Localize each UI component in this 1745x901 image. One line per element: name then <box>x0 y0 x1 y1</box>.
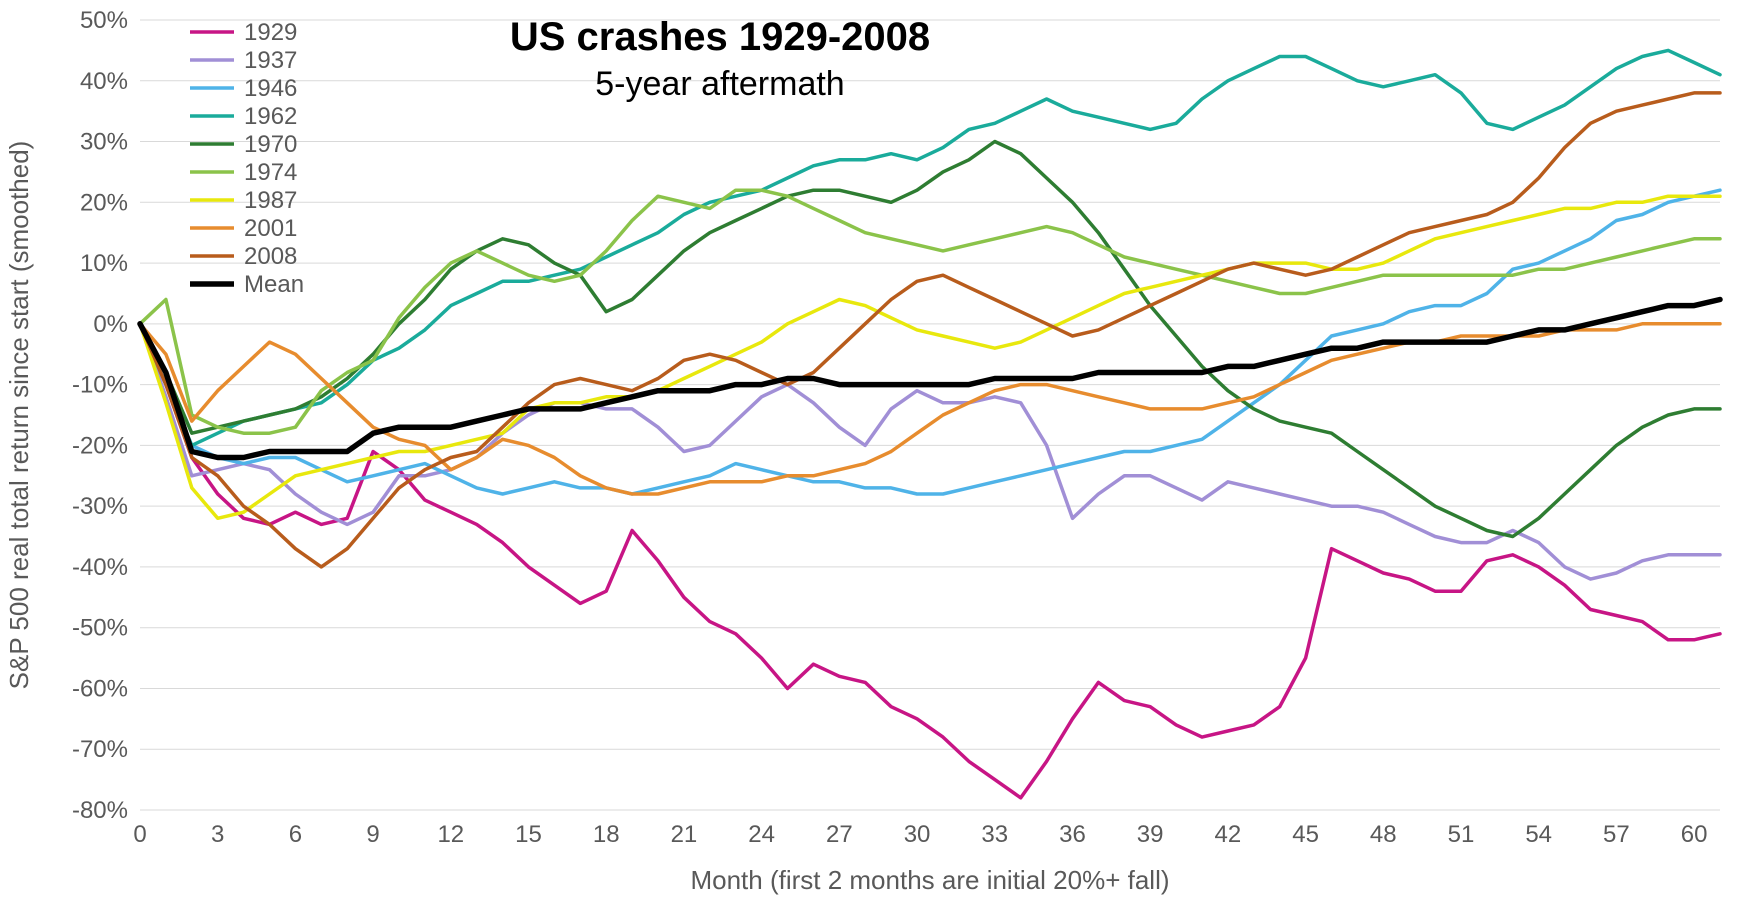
x-tick-label: 9 <box>366 821 379 848</box>
chart-title: US crashes 1929-2008 <box>510 15 930 59</box>
y-axis-title: S&P 500 real total return since start (s… <box>4 141 34 690</box>
chart-subtitle: 5-year aftermath <box>595 65 844 103</box>
legend-label-2001: 2001 <box>244 215 297 242</box>
x-tick-label: 51 <box>1448 821 1475 848</box>
legend-label-1962: 1962 <box>244 103 297 130</box>
legend-label-1937: 1937 <box>244 47 297 74</box>
y-tick-label: -10% <box>72 372 128 399</box>
x-tick-label: 36 <box>1059 821 1086 848</box>
x-tick-label: 33 <box>981 821 1008 848</box>
x-tick-label: 24 <box>748 821 775 848</box>
x-axis-title: Month (first 2 months are initial 20%+ f… <box>690 865 1169 895</box>
legend-label-2008: 2008 <box>244 243 297 270</box>
chart-svg: -80% -70% -60% -50% -40% -30% -20% -10% 0% 10% 20%… <box>0 0 1745 901</box>
x-tick-label: 3 <box>211 821 224 848</box>
y-tick-label: 0% <box>93 311 128 338</box>
y-tick-label: 10% <box>80 250 128 277</box>
y-tick-label: -20% <box>72 432 128 459</box>
legend-label-1974: 1974 <box>244 159 297 186</box>
x-tick-label: 30 <box>904 821 931 848</box>
y-tick-label: -30% <box>72 493 128 520</box>
y-tick-label: 20% <box>80 189 128 216</box>
legend-label-1970: 1970 <box>244 131 297 158</box>
x-tick-label: 39 <box>1137 821 1164 848</box>
chart-container: -80% -70% -60% -50% -40% -30% -20% -10% 0% 10% 20%… <box>0 0 1745 901</box>
y-tick-label: -80% <box>72 797 128 824</box>
y-tick-label: 30% <box>80 129 128 156</box>
x-tick-label: 6 <box>289 821 302 848</box>
x-tick-label: 0 <box>133 821 146 848</box>
y-tick-label: -70% <box>72 736 128 763</box>
y-tick-label: -60% <box>72 675 128 702</box>
x-tick-label: 57 <box>1603 821 1630 848</box>
x-tick-label: 45 <box>1292 821 1319 848</box>
x-tick-label: 42 <box>1215 821 1242 848</box>
x-tick-label: 15 <box>515 821 542 848</box>
x-tick-label: 12 <box>437 821 464 848</box>
y-tick-label: 40% <box>80 68 128 95</box>
legend-label-Mean: Mean <box>244 271 304 298</box>
y-tick-label: -50% <box>72 615 128 642</box>
x-tick-label: 54 <box>1525 821 1552 848</box>
y-tick-label: 50% <box>80 7 128 34</box>
legend-label-1929: 1929 <box>244 19 297 46</box>
x-tick-label: 21 <box>671 821 698 848</box>
y-tick-label: -40% <box>72 554 128 581</box>
x-tick-label: 60 <box>1681 821 1708 848</box>
x-tick-label: 27 <box>826 821 853 848</box>
x-tick-label: 48 <box>1370 821 1397 848</box>
legend-label-1987: 1987 <box>244 187 297 214</box>
x-tick-label: 18 <box>593 821 620 848</box>
legend-label-1946: 1946 <box>244 75 297 102</box>
